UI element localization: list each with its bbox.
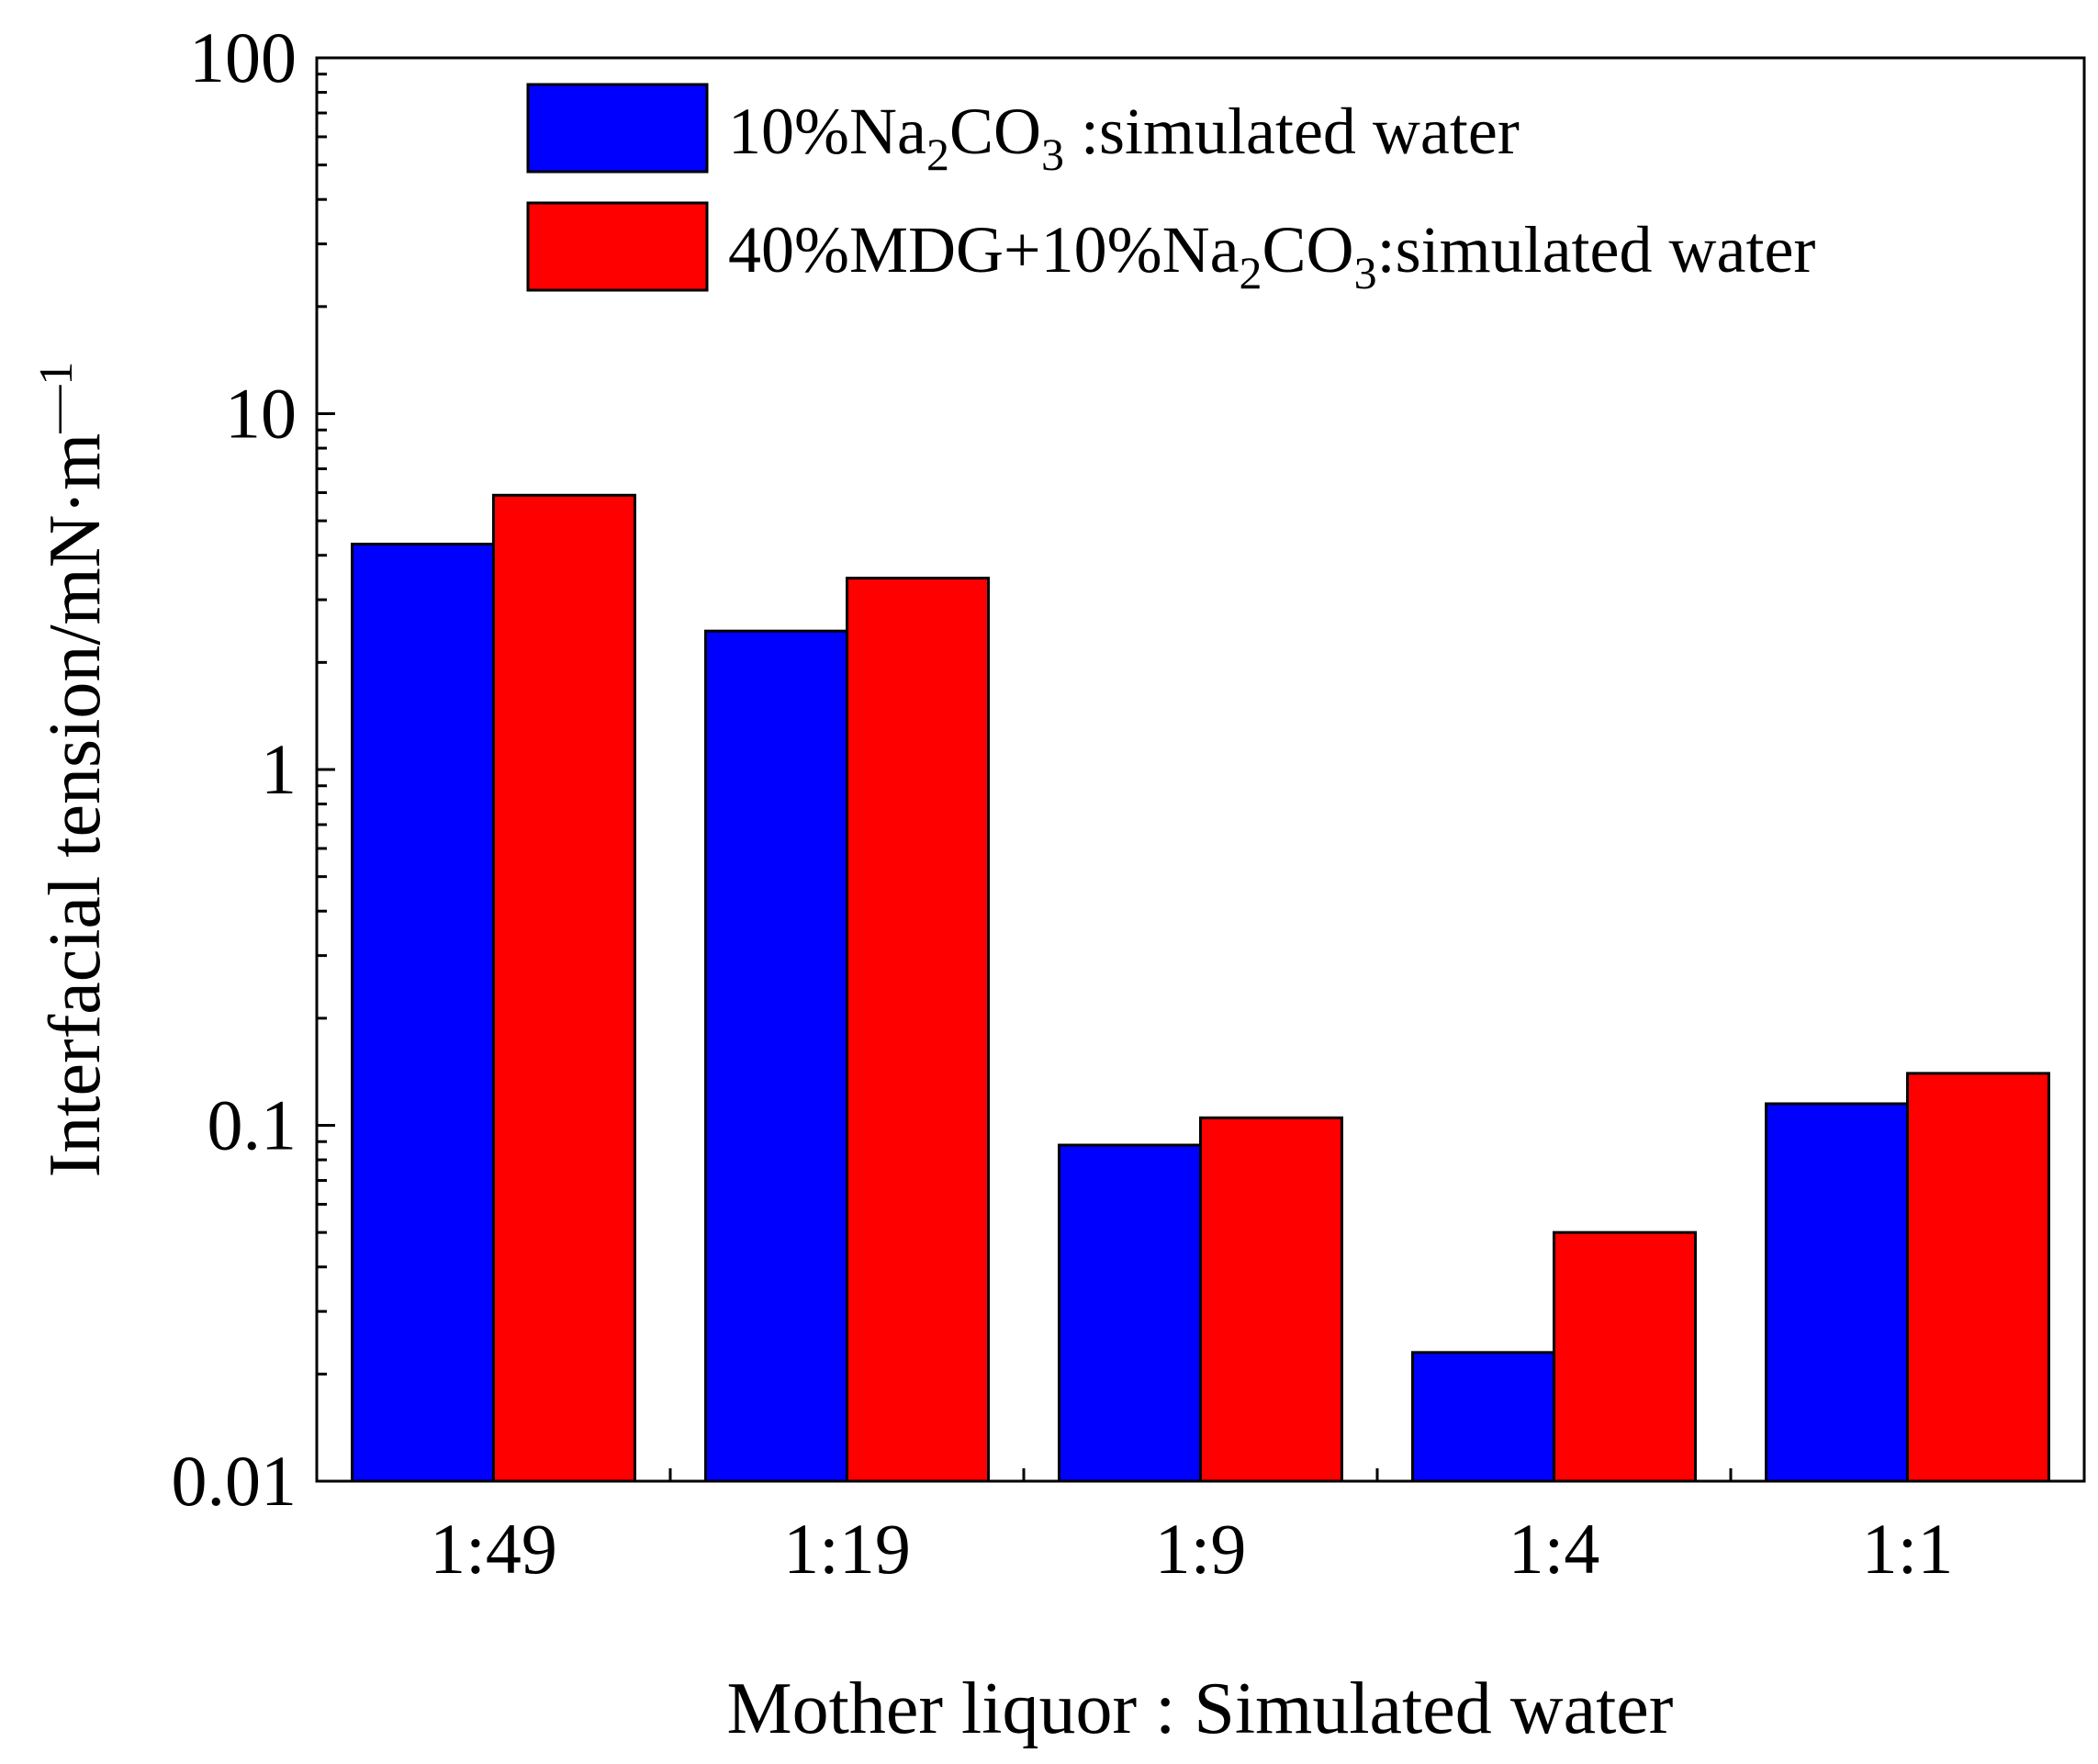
bar-1-1-4 (1411, 1351, 1555, 1483)
x-tick-label: 1:9 (1155, 1509, 1247, 1589)
x-axis-label: Mother liquor : Simulated water (727, 1668, 1674, 1749)
legend: 10%Na2CO3 :simulated water 40%MDG+10%Na2C… (526, 83, 1815, 298)
bar-2-1-49 (492, 493, 636, 1483)
bar-1-1-1 (1765, 1102, 1909, 1483)
x-tick-label: 1:49 (430, 1509, 557, 1589)
y-axis-ticks: 0.01 0.1 1 10 100 (172, 17, 335, 1521)
y-axis-label: Interfacial tension/mN·m—1 (30, 362, 116, 1178)
bar-2-1-4 (1553, 1230, 1697, 1483)
x-axis-ticks: 1:49 1:19 1:9 1:4 1:1 (430, 1468, 1953, 1589)
legend-label-1: 10%Na2CO3 :simulated water (728, 95, 1520, 180)
y-tick-label: 0.01 (172, 1441, 297, 1521)
legend-swatch-2 (526, 201, 709, 292)
y-axis-label-exponent: —1 (30, 362, 83, 434)
bar-2-1-19 (846, 577, 990, 1483)
bar-1-1-19 (704, 629, 848, 1483)
y-tick-label: 100 (189, 17, 297, 97)
legend-swatch-1 (526, 83, 709, 174)
x-tick-label: 1:1 (1862, 1509, 1954, 1589)
bar-1-1-9 (1058, 1143, 1202, 1483)
x-tick-label: 1:4 (1509, 1509, 1600, 1589)
x-tick-label: 1:19 (783, 1509, 911, 1589)
y-axis-label-text: Interfacial tension/mN·m (35, 433, 116, 1178)
y-tick-label: 10 (225, 374, 297, 454)
bar-2-1-1 (1906, 1072, 2050, 1483)
y-tick-label: 0.1 (208, 1085, 297, 1165)
bar-1-1-49 (351, 543, 495, 1483)
y-tick-label: 1 (261, 729, 297, 809)
bar-2-1-9 (1199, 1116, 1343, 1483)
bars-layer (351, 493, 2050, 1483)
legend-label-2: 40%MDG+10%Na2CO3:simulated water (728, 213, 1815, 298)
